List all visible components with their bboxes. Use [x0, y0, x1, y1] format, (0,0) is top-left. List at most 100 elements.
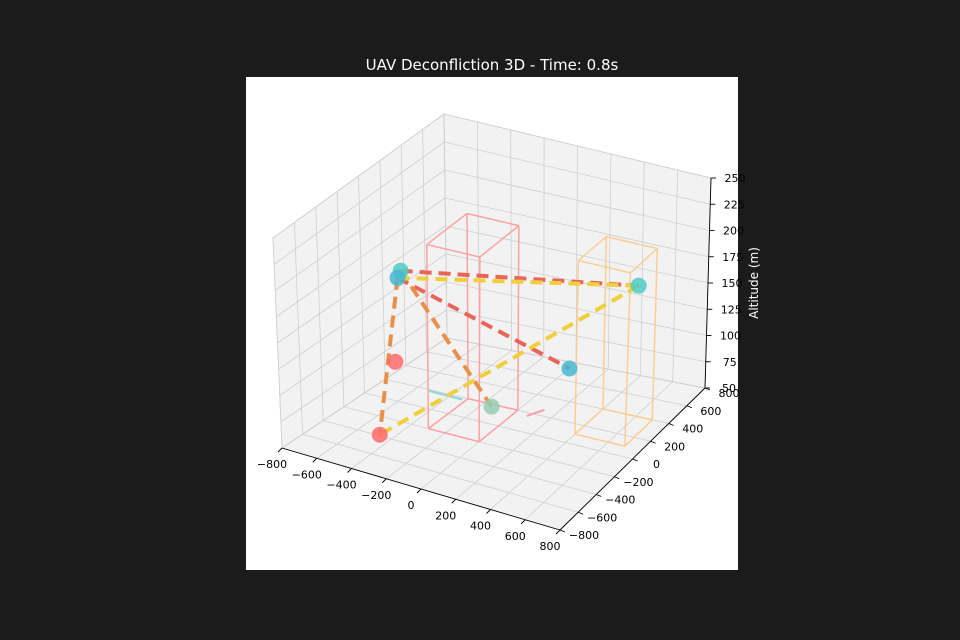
- no-fly-zone-edge: [466, 212, 520, 227]
- y-tick-label: −400: [605, 494, 635, 507]
- grid-line-y-floor: [323, 420, 597, 495]
- y-tick-mark: [632, 458, 638, 462]
- grid-line-z-back: [445, 197, 709, 258]
- path-segment: [427, 389, 463, 401]
- x-tick-mark: [555, 529, 561, 535]
- x-tick-label: −400: [326, 479, 356, 492]
- grid-line-z-side: [281, 337, 448, 449]
- no-fly-zone-edge: [602, 236, 608, 410]
- grid-line-z-back: [446, 281, 707, 336]
- z-tick-label: 100: [720, 330, 741, 343]
- z-tick-label: 150: [722, 277, 743, 290]
- no-fly-zone-edge: [428, 427, 480, 443]
- y-tick-label: 800: [719, 387, 740, 400]
- z-tick-label: 250: [725, 172, 746, 185]
- trajectory-line: [377, 277, 400, 435]
- grid-line-z-side: [277, 225, 446, 344]
- y-tick-label: 200: [664, 440, 685, 453]
- no-fly-zone-edge: [606, 235, 658, 250]
- x-tick-label: −800: [257, 458, 287, 471]
- x-tick-label: −200: [361, 489, 391, 502]
- no-fly-zone-edge: [478, 409, 519, 443]
- x-tick-mark: [312, 457, 318, 463]
- y-tick-mark: [596, 494, 602, 497]
- x-tick-labels: −800 −600 −400 −200 0 200 400 600 800: [257, 447, 561, 553]
- grid-line-y-floor: [426, 351, 687, 407]
- grid-line-y-floor: [302, 433, 579, 513]
- grid-line-z-back: [444, 169, 710, 231]
- no-fly-zone-edge: [578, 259, 631, 274]
- z-tick-label: 225: [724, 198, 745, 211]
- y-tick-mark: [614, 476, 620, 480]
- y-tick-label: 0: [653, 458, 660, 471]
- grid-line-z-side: [276, 197, 446, 318]
- grid-line-z-side: [273, 141, 445, 265]
- no-fly-zone-edge: [517, 225, 520, 411]
- z-tick-label: 200: [723, 225, 744, 238]
- no-fly-zone-edge: [577, 236, 607, 262]
- trajectory-line: [397, 275, 639, 288]
- y-tick-label: 400: [682, 423, 703, 436]
- x-tick-mark: [451, 498, 457, 504]
- y-tick-mark: [650, 440, 656, 444]
- x-tick-label: 200: [435, 509, 456, 522]
- x-tick-label: 800: [540, 540, 561, 553]
- z-tick-label: 50: [722, 382, 736, 395]
- drone-markers: [371, 262, 647, 443]
- y-tick-label: −200: [623, 476, 653, 489]
- z-tick-label: 75: [723, 356, 737, 369]
- no-fly-zone-edge: [574, 260, 580, 435]
- no-fly-zone-edge: [425, 244, 430, 429]
- grid-line-z-side: [280, 309, 447, 423]
- y-tick-mark: [559, 529, 566, 533]
- drone-marker: [371, 426, 388, 443]
- trajectories: [377, 268, 640, 437]
- x-tick-label: −600: [292, 468, 322, 481]
- no-fly-zone-edge: [478, 257, 481, 442]
- z-tick-label: 175: [722, 251, 743, 264]
- path-segment: [526, 408, 545, 417]
- y-tick-mark: [668, 423, 674, 426]
- drone-marker: [483, 398, 500, 415]
- trajectory-line: [396, 276, 571, 371]
- y-tick-label: 600: [700, 405, 721, 418]
- no-fly-zone-edge: [574, 433, 626, 447]
- grid-line-z-side: [278, 253, 447, 370]
- no-fly-zone-edge: [624, 419, 653, 447]
- x-tick-label: 0: [408, 499, 415, 512]
- grid-line-z-back: [443, 113, 712, 179]
- chart-title: UAV Deconfliction 3D - Time: 0.8s: [366, 56, 619, 74]
- grid-line-z-side: [272, 113, 445, 239]
- drone-marker: [389, 269, 406, 286]
- no-fly-zones: [425, 212, 659, 447]
- no-fly-zone-edge: [479, 225, 520, 258]
- no-fly-zone-edge: [427, 398, 469, 430]
- x-tick-label: 400: [470, 520, 491, 533]
- x-tick-label: 600: [505, 530, 526, 543]
- drone-marker: [387, 353, 404, 370]
- y-tick-mark: [577, 511, 584, 515]
- short-segments: [427, 389, 545, 417]
- x-tick-mark: [277, 447, 283, 453]
- y-tick-mark: [686, 405, 693, 409]
- grid-line-z-back: [445, 225, 709, 284]
- x-tick-mark: [486, 509, 491, 514]
- y-tick-label: −600: [587, 511, 617, 524]
- trajectory-line: [398, 269, 494, 408]
- z-tick-labels: 50 75 100 125 150 175 200 225 250: [705, 172, 746, 395]
- no-fly-zone-edge: [574, 408, 604, 435]
- x-tick-mark: [347, 468, 352, 473]
- grid-line-z-back: [444, 141, 711, 205]
- no-fly-zone-edge: [426, 212, 468, 246]
- grid-line-z-side: [275, 169, 445, 291]
- no-fly-zone-edge: [426, 243, 481, 258]
- z-tick-label: 125: [721, 303, 742, 316]
- no-fly-zone-edge: [629, 247, 658, 274]
- grid-line-z-side: [279, 281, 447, 396]
- z-axis-label: Altitude (m): [747, 247, 761, 319]
- x-tick-mark: [416, 488, 422, 494]
- trajectory-line: [378, 283, 640, 437]
- drone-marker: [630, 277, 647, 294]
